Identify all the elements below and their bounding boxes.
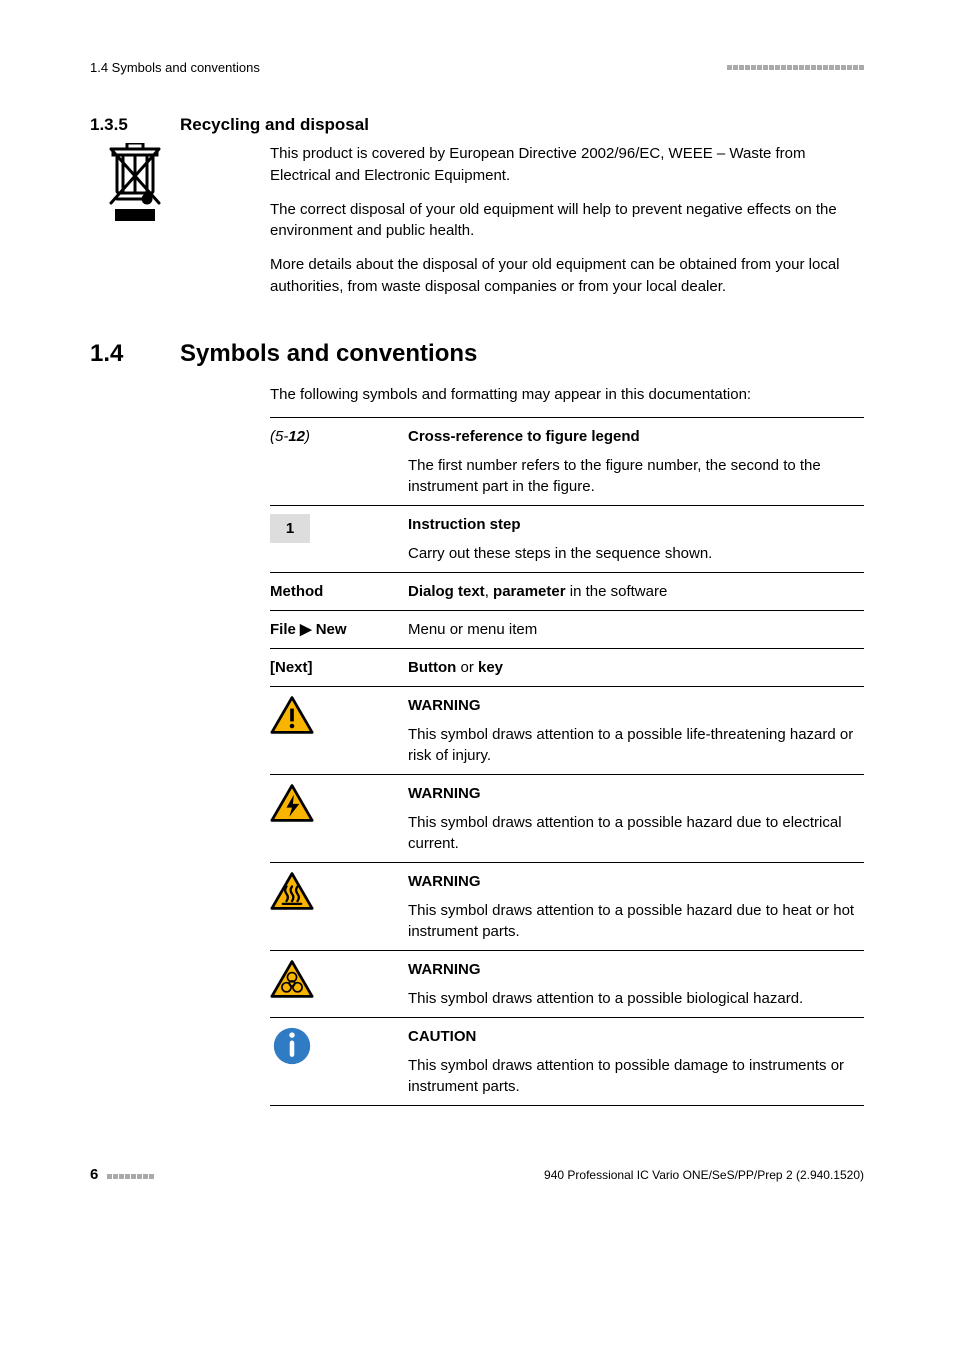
warning-heat-icon	[270, 871, 314, 911]
section-title: Symbols and conventions	[180, 340, 477, 368]
warning-exclamation-icon	[270, 695, 314, 735]
page-number: 6	[90, 1166, 98, 1183]
row-body: The first number refers to the figure nu…	[408, 455, 856, 497]
table-row: WARNING This symbol draws attention to a…	[270, 863, 864, 951]
sep: or	[456, 659, 478, 676]
row-body: This symbol draws attention to a possibl…	[408, 988, 856, 1009]
table-row: (5-12) Cross-reference to figure legend …	[270, 418, 864, 506]
section-number: 1.4	[90, 340, 180, 368]
row-heading: WARNING	[408, 959, 856, 980]
section-title: Recycling and disposal	[180, 115, 369, 135]
row-heading: WARNING	[408, 695, 856, 716]
key-text: key	[478, 659, 503, 676]
row-left: [Next]	[270, 649, 408, 687]
row-left: Method	[270, 573, 408, 611]
page-header: 1.4 Symbols and conventions	[90, 60, 864, 75]
step-number-box: 1	[270, 514, 310, 543]
button-text: Button	[408, 659, 456, 676]
table-row: WARNING This symbol draws attention to a…	[270, 951, 864, 1018]
page-footer: 6 940 Professional IC Vario ONE/SeS/PP/P…	[90, 1166, 864, 1183]
row-left: File ▶ New	[270, 611, 408, 649]
dialog-text: Dialog text	[408, 583, 485, 600]
paragraph: This product is covered by European Dire…	[270, 143, 864, 187]
row-heading: WARNING	[408, 783, 856, 804]
warning-biohazard-icon	[270, 959, 314, 999]
row-heading: Cross-reference to figure legend	[408, 426, 856, 447]
conventions-table: (5-12) Cross-reference to figure legend …	[270, 417, 864, 1106]
row-body: This symbol draws attention to a possibl…	[408, 724, 856, 766]
warning-electrical-icon	[270, 783, 314, 823]
paragraph: More details about the disposal of your …	[270, 254, 864, 298]
table-row: Method Dialog text, parameter in the sof…	[270, 573, 864, 611]
row-heading: CAUTION	[408, 1026, 856, 1047]
parameter-text: parameter	[493, 583, 566, 600]
row-body: Carry out these steps in the sequence sh…	[408, 543, 856, 564]
table-row: WARNING This symbol draws attention to a…	[270, 775, 864, 863]
table-row: File ▶ New Menu or menu item	[270, 611, 864, 649]
header-left: 1.4 Symbols and conventions	[90, 60, 260, 75]
section-1-4: 1.4 Symbols and conventions The followin…	[90, 340, 864, 1107]
row-heading: Instruction step	[408, 514, 856, 535]
table-row: CAUTION This symbol draws attention to p…	[270, 1018, 864, 1106]
xref-bold: 12	[288, 428, 305, 445]
weee-icon	[90, 143, 180, 233]
row-body: This symbol draws attention to possible …	[408, 1055, 856, 1097]
table-row: WARNING This symbol draws attention to a…	[270, 687, 864, 775]
row-heading: WARNING	[408, 871, 856, 892]
header-dots	[726, 62, 864, 73]
table-row: 1 Instruction step Carry out these steps…	[270, 506, 864, 573]
xref-open: (5-	[270, 428, 288, 445]
tail: in the software	[566, 583, 668, 600]
caution-info-icon	[270, 1026, 314, 1066]
section-number: 1.3.5	[90, 115, 180, 135]
sep: ,	[485, 583, 493, 600]
paragraph: The following symbols and formatting may…	[270, 384, 864, 406]
footer-right: 940 Professional IC Vario ONE/SeS/PP/Pre…	[544, 1168, 864, 1182]
row-body: Menu or menu item	[408, 611, 864, 649]
row-body: This symbol draws attention to a possibl…	[408, 900, 856, 942]
row-body: This symbol draws attention to a possibl…	[408, 812, 856, 854]
xref-close: )	[305, 428, 310, 445]
table-row: [Next] Button or key	[270, 649, 864, 687]
paragraph: The correct disposal of your old equipme…	[270, 199, 864, 243]
section-1-3-5: 1.3.5 Recycling and disposal	[90, 115, 864, 310]
footer-dots	[106, 1168, 154, 1182]
